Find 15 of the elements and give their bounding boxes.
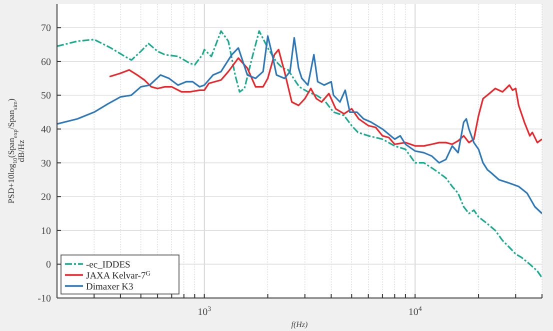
y-tick-label: 70	[41, 23, 51, 34]
y-tick-label: 40	[41, 124, 51, 136]
y-tick-label: 10	[41, 226, 51, 237]
x-axis-title: f(Hz)	[291, 320, 308, 329]
y-tick-label: 50	[41, 90, 51, 102]
legend-label: -ec_IDDES	[86, 260, 130, 270]
y-tick-label: 0	[46, 260, 51, 271]
y-tick-label: 60	[41, 56, 51, 68]
legend-label: Dimaxer K3	[86, 282, 134, 292]
y-tick-label: 30	[41, 158, 51, 170]
y-tick-label: -10	[38, 294, 51, 304]
y-tick-label: 20	[41, 192, 51, 204]
x-tick-label: 10$^{3}$	[198, 305, 212, 318]
x-tick-label: 10$^{4}$	[408, 305, 422, 318]
legend-label: JAXA Kelvar-7$^{G}$	[86, 270, 151, 282]
